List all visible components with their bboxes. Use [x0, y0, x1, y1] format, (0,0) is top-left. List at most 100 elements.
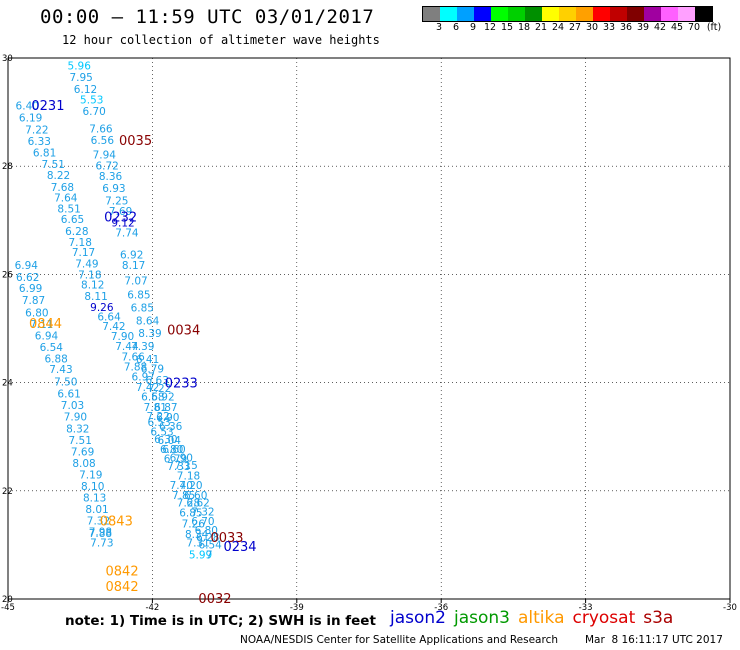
swh-value: 7.31 [186, 538, 209, 550]
swh-value: 7.49 [75, 259, 98, 271]
swh-value: 6.65 [61, 214, 84, 226]
swh-value: 6.33 [28, 136, 51, 148]
swh-value: 7.88 [89, 528, 112, 540]
colorbar-swatch [610, 7, 627, 21]
swh-value: 8.39 [138, 328, 161, 340]
swh-value: 7.22 [25, 124, 48, 136]
x-tick-label: -39 [290, 603, 304, 613]
colorbar-swatch [627, 7, 644, 21]
swh-value: 7.19 [79, 470, 102, 482]
swh-value: 6.80 [160, 444, 183, 456]
colorbar-label: 30 [585, 22, 599, 33]
x-tick-label: -45 [1, 603, 15, 613]
swh-value: 6.90 [170, 452, 193, 464]
swh-value: 7.73 [90, 538, 113, 550]
colorbar-swatch [440, 7, 457, 21]
swh-value: 7.44 [115, 341, 139, 353]
swh-value: 8.34 [185, 529, 209, 541]
x-tick-label: -30 [723, 603, 737, 613]
swh-value: 6.54 [40, 342, 64, 354]
swh-value: 6.36 [159, 421, 183, 433]
legend-item: cryosat [572, 608, 636, 628]
colorbar-swatch [644, 7, 661, 21]
swh-value: 6.04 [158, 435, 182, 447]
swh-value: 7.64 [54, 193, 78, 205]
swh-value: 7.90 [111, 331, 134, 343]
colorbar-swatch [474, 7, 491, 21]
units-note: note: 1) Time is in UTC; 2) SWH is in fe… [65, 613, 376, 629]
legend-item: altika [518, 608, 565, 628]
colorbar-label: 45 [670, 22, 684, 33]
swh-value: 5.99 [189, 550, 212, 562]
swh-value: 8.64 [136, 315, 160, 327]
pass-time-label: 0843 [100, 515, 133, 530]
colorbar-swatch [576, 7, 593, 21]
swh-value: 7.18 [69, 237, 92, 249]
swh-value: 7.26 [182, 518, 206, 530]
swh-value: 7.95 [69, 72, 92, 84]
swh-value: 6.61 [57, 388, 80, 400]
swh-value: 7.87 [22, 295, 45, 307]
colorbar-label: 21 [534, 22, 548, 33]
x-tick-label: -33 [579, 603, 593, 613]
swh-value: 6.70 [191, 516, 214, 528]
colorbar [422, 6, 713, 22]
swh-value: 6.60 [162, 444, 185, 456]
swh-value: 6.19 [19, 113, 42, 125]
swh-value: 6.53 [147, 417, 170, 429]
swh-value: 7.18 [78, 269, 101, 281]
swh-value: 7.69 [71, 446, 94, 458]
pass-time-label: 0233 [165, 377, 198, 392]
colorbar-labels: 3 6 9 12 15 18 21 24 27 30 33 36 39 42 45 70 (ft) [422, 22, 740, 34]
colorbar-label: 27 [568, 22, 582, 33]
swh-value: 8.36 [99, 171, 123, 183]
swh-value: 6.99 [19, 283, 42, 295]
footer-credit: NOAA/NESDIS Center for Satellite Applica… [240, 634, 558, 646]
colorbar-swatch [542, 7, 559, 21]
pass-time-label: 0232 [104, 211, 137, 226]
swh-value: 6.53 [150, 426, 173, 438]
colorbar-swatch [508, 7, 525, 21]
swh-value: 6.92 [120, 249, 143, 261]
footer-timestamp: Mar 8 16:11:17 UTC 2017 [585, 634, 723, 646]
pass-time-label: 0032 [198, 592, 231, 607]
swh-value: 6.81 [33, 148, 56, 160]
y-tick-label: 28 [2, 162, 13, 172]
legend-item: s3a [643, 608, 674, 628]
colorbar-label: 15 [500, 22, 514, 33]
colorbar-label: 24 [551, 22, 565, 33]
swh-value: 5.96 [68, 61, 92, 73]
swh-value: 7.42 [136, 382, 159, 394]
swh-value: 6.79 [141, 364, 164, 376]
colorbar-label: 42 [653, 22, 667, 33]
legend-item: jason2 [390, 608, 446, 628]
swh-value: 6.94 [15, 260, 39, 272]
swh-value: 8.01 [85, 504, 108, 516]
swh-value: 7.94 [93, 149, 117, 161]
colorbar-label: 70 [687, 22, 701, 33]
swh-value: 8.13 [83, 492, 106, 504]
swh-value: 7.85 [172, 490, 195, 502]
swh-value: 6.41 [136, 354, 159, 366]
colorbar-label: (ft) [706, 22, 722, 33]
swh-value: 6.87 [154, 402, 177, 414]
pass-time-label: 0842 [106, 564, 139, 579]
swh-value: 5.53 [80, 95, 103, 107]
page-title: 00:00 – 11:59 UTC 03/01/2017 [40, 6, 375, 28]
y-tick-label: 22 [2, 487, 13, 497]
colorbar-swatch [661, 7, 678, 21]
swh-value: 8.10 [81, 481, 104, 493]
swh-value: 6.80 [195, 525, 218, 537]
swh-value: 9.26 [90, 302, 114, 314]
swh-value: 8.51 [57, 203, 80, 215]
y-tick-label: 24 [2, 379, 13, 389]
swh-value: 7.18 [177, 471, 200, 483]
swh-value: 7.51 [42, 159, 65, 171]
swh-value: 6.64 [97, 312, 121, 324]
swh-value: 7.90 [64, 412, 87, 424]
swh-value: 6.88 [44, 353, 67, 365]
colorbar-swatch [559, 7, 576, 21]
swh-value: 6.92 [151, 392, 174, 404]
swh-value: 7.32 [191, 506, 214, 518]
swh-value: 7.28 [177, 498, 200, 510]
